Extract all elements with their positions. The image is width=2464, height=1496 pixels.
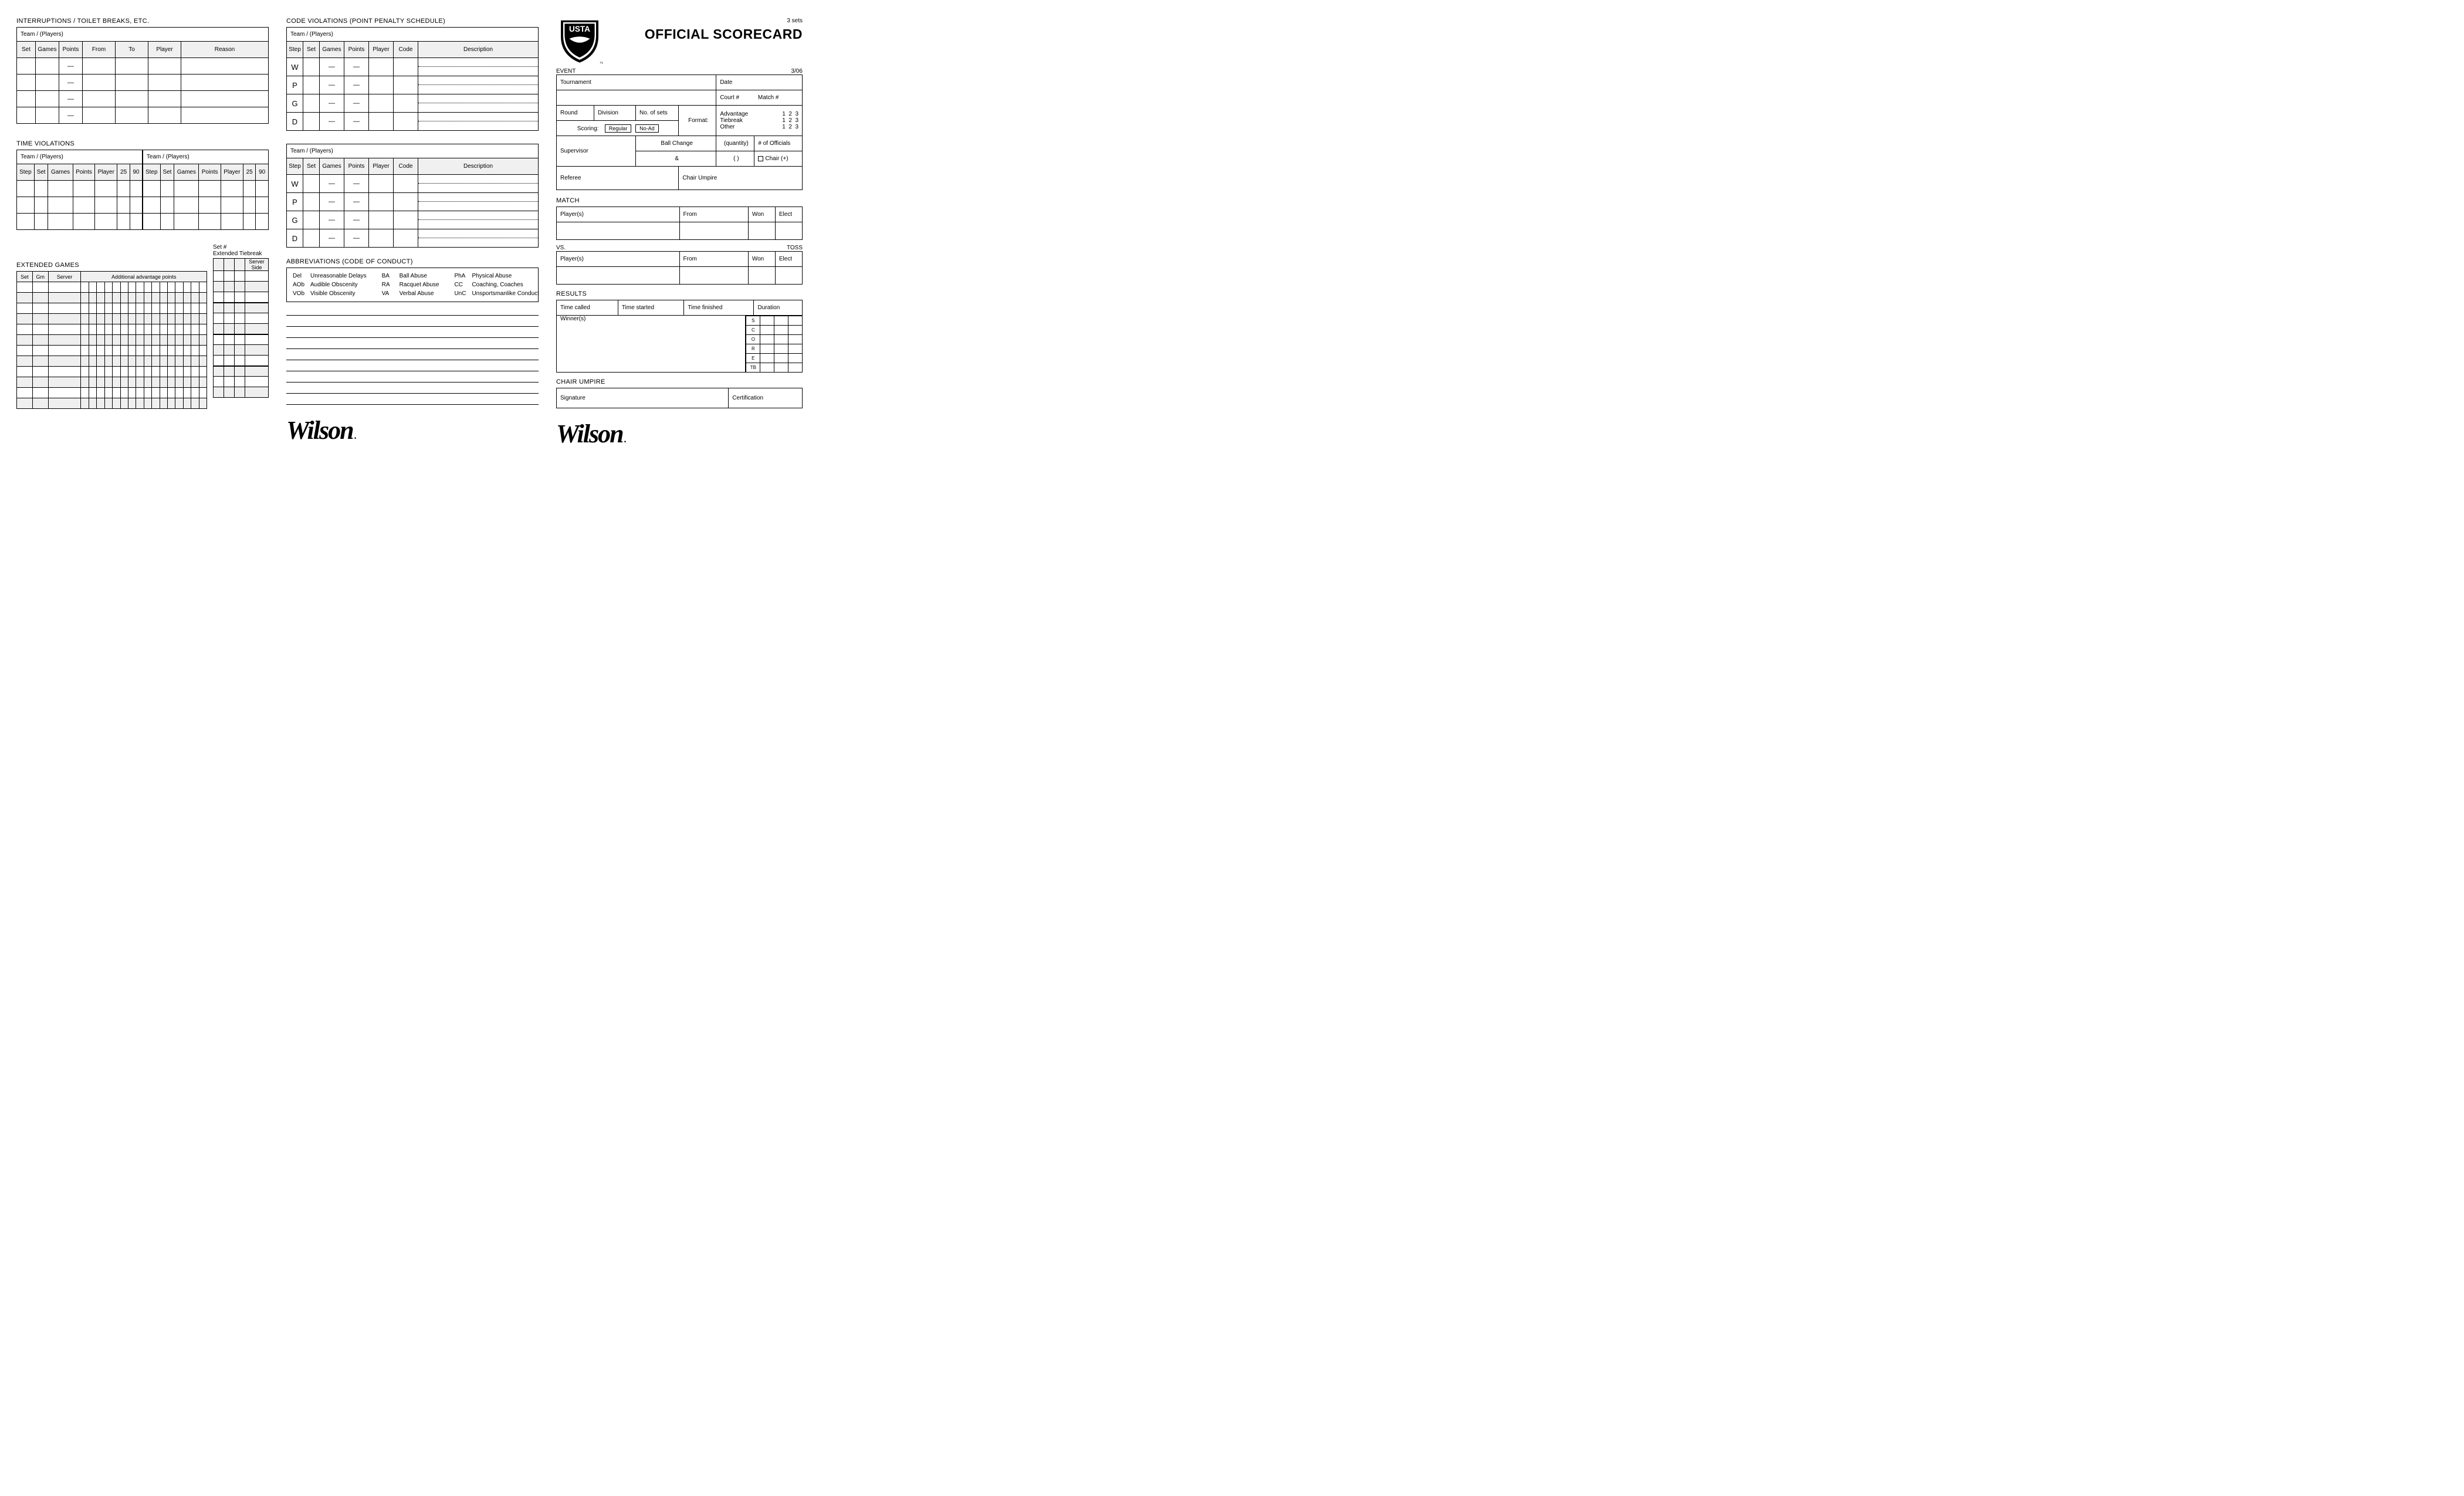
interruptions-table: Team / (Players) Set Games Points From T… [16,27,269,124]
chair-checkbox[interactable] [758,156,763,161]
usta-badge-icon: USTA TM [556,18,603,65]
noad-button[interactable]: No-Ad [635,124,659,133]
event-table: TournamentDate Court # Match # Round Div… [556,75,803,190]
extended-games: EXTENDED GAMES Set Gm Server Additional … [16,244,269,409]
regular-button[interactable]: Regular [605,124,632,133]
mid-column: CODE VIOLATIONS (POINT PENALTY SCHEDULE)… [286,18,539,449]
wilson-logo: Wilson [286,415,539,445]
vs-table: Player(s)FromWonElect [556,251,803,285]
time-violations-table: Team / (Players) Team / (Players) Step S… [16,150,269,230]
left-column: INTERRUPTIONS / TOILET BREAKS, ETC. Team… [16,18,269,449]
table-row [17,58,269,75]
right-column: USTA TM 3 sets OFFICIAL SCORECARD EVENT … [556,18,803,449]
note-lines [286,315,539,405]
results-table: Time calledTime startedTime finishedDura… [556,300,803,316]
code-violations-table: Team / (Players)StepSetGamesPointsPlayer… [286,144,539,248]
page-title: OFFICIAL SCORECARD [603,26,803,42]
svg-text:USTA: USTA [569,25,590,33]
table-row [17,181,269,197]
table-row [17,197,269,214]
interruptions-title: INTERRUPTIONS / TOILET BREAKS, ETC. [16,18,269,25]
abbreviations-box: DelUnreasonable DelaysAObAudible Obsceni… [286,268,539,302]
svg-text:TM: TM [600,61,603,65]
table-row [17,214,269,230]
table-row [17,75,269,91]
code-violations-table: Team / (Players)StepSetGamesPointsPlayer… [286,27,539,131]
score-grid: S C O R E TB [746,316,803,373]
time-violations-title: TIME VIOLATIONS [16,140,269,147]
chair-umpire-table: SignatureCertification [556,388,803,408]
code-violations-title: CODE VIOLATIONS (POINT PENALTY SCHEDULE) [286,18,539,25]
team-label: Team / (Players) [17,28,269,42]
match-table: Player(s)FromWonElect [556,207,803,240]
table-row [17,91,269,107]
table-row [17,107,269,124]
wilson-logo: Wilson [556,419,803,449]
